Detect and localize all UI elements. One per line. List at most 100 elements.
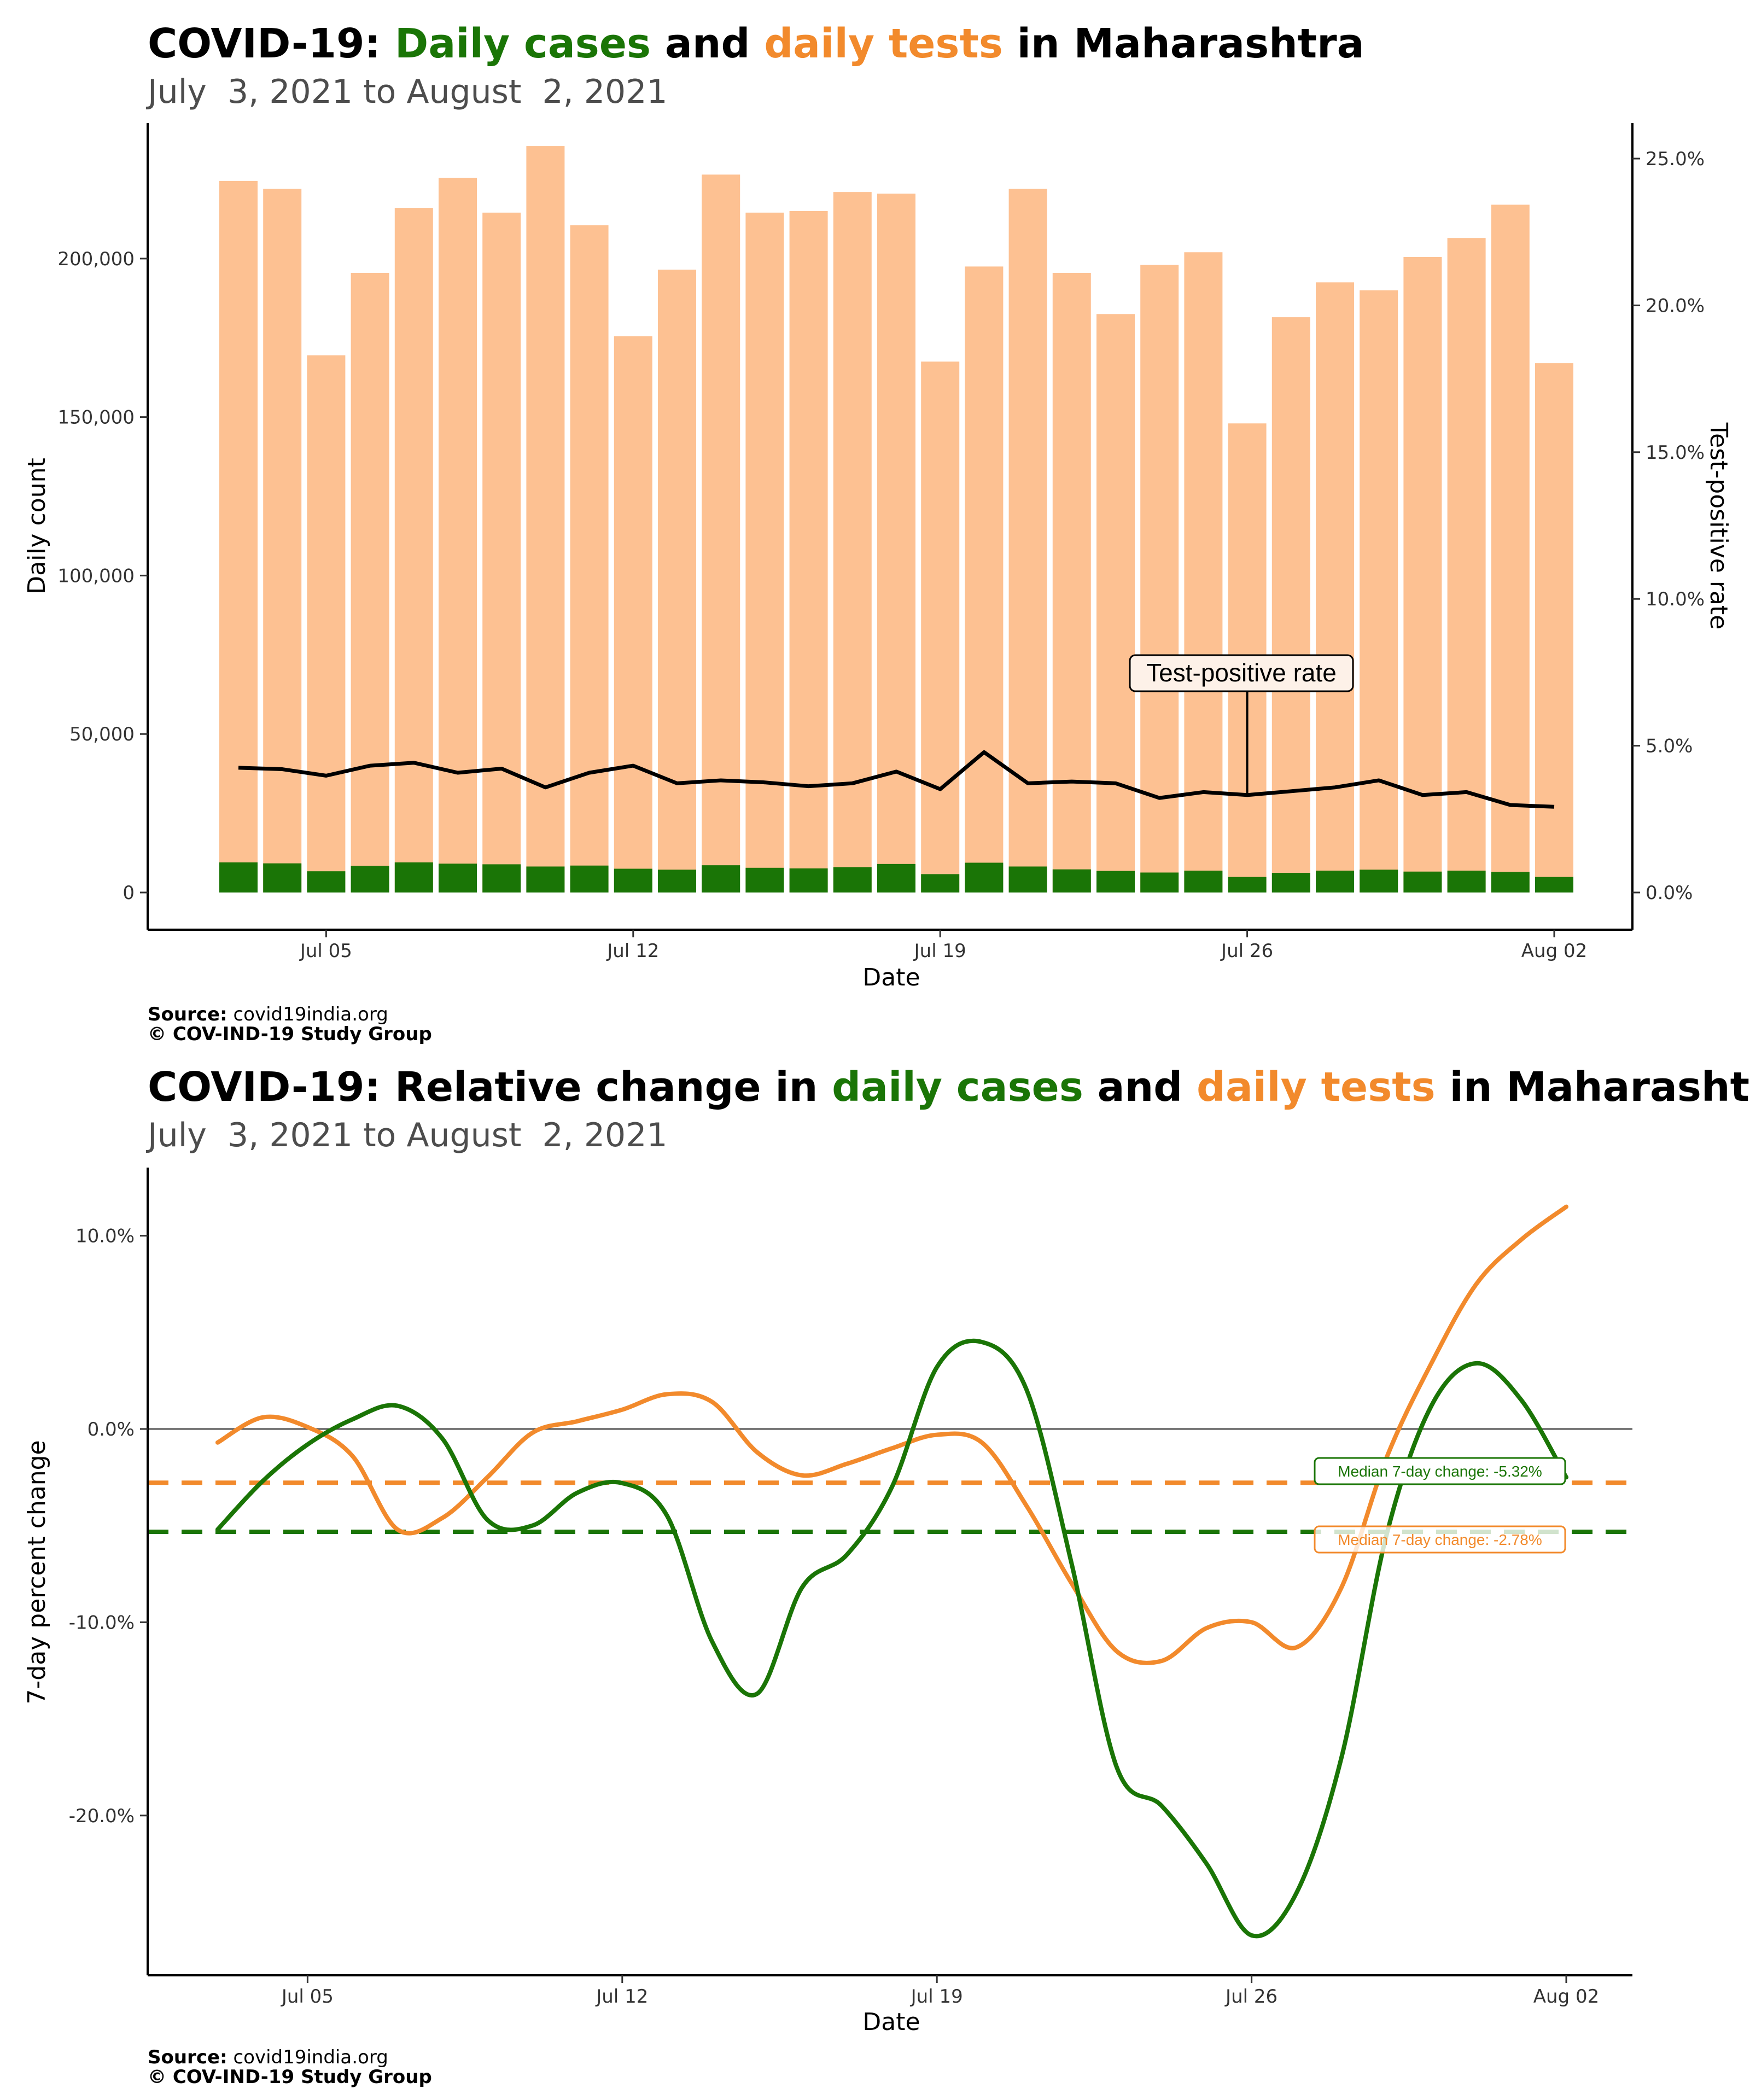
x-tick-label: Jul 12	[606, 940, 659, 962]
y2-tick-label: 25.0%	[1646, 148, 1705, 170]
tests-bar	[526, 146, 565, 892]
chart-1-title-suffix: in Maharashtra	[1003, 20, 1364, 67]
y-tick-label: 200,000	[57, 248, 135, 270]
cases-bar	[1360, 870, 1398, 892]
y-tick-label: 0	[122, 882, 135, 904]
tests-bar	[482, 212, 521, 893]
cases-change-line	[215, 1338, 1568, 1939]
chart-1-copyright: © COV-IND-19 Study Group	[148, 1023, 432, 1045]
tests-bar	[1447, 238, 1486, 892]
y2-tick-label: 5.0%	[1646, 736, 1693, 757]
chart-2-x-axis-title: Date	[862, 2008, 920, 2036]
cases-bar	[1491, 872, 1530, 892]
cases-bar	[394, 862, 433, 892]
x-tick-label: Jul 05	[299, 940, 352, 962]
cases-bar	[702, 865, 740, 892]
chart-1-annotation-label: Test-positive rate	[1146, 658, 1337, 687]
y-tick-label: 0.0%	[88, 1419, 135, 1440]
chart-1: COVID-19: Daily cases and daily tests in…	[23, 20, 1732, 1045]
tests-bar	[789, 211, 828, 892]
chart-2-x-ticks: Jul 05 Jul 12 Jul 19 Jul 26 Aug 02	[281, 1975, 1599, 2008]
tests-bar	[1096, 314, 1135, 892]
chart-1-title: COVID-19: Daily cases and daily tests in…	[148, 20, 1364, 67]
cases-bar	[1140, 872, 1179, 892]
chart-1-title-tests: daily tests	[764, 20, 1003, 67]
y2-tick-label: 10.0%	[1646, 588, 1705, 610]
chart-2-title-cases: daily cases	[832, 1064, 1083, 1111]
y-tick-label: -10.0%	[69, 1612, 135, 1634]
cases-bar	[1228, 877, 1267, 892]
tests-bar	[570, 225, 609, 893]
chart-1-annotation-box	[1129, 654, 1354, 692]
x-tick-label: Jul 12	[595, 1986, 648, 2008]
tests-bar	[877, 194, 915, 892]
tests-bar	[307, 355, 346, 892]
tests-bar	[263, 189, 302, 892]
cases-bar	[921, 874, 960, 892]
chart-2-copyright: © COV-IND-19 Study Group	[148, 2066, 432, 2088]
cases-bar	[1403, 871, 1442, 892]
chart-2-title: COVID-19: Relative change in daily cases…	[148, 1064, 1750, 1111]
chart-2-y-axis-title: 7-day percent change	[23, 1440, 51, 1704]
tests-bar	[1184, 252, 1223, 893]
cases-bar	[1184, 871, 1223, 892]
x-tick-label: Jul 19	[910, 1986, 963, 2008]
chart-1-source-text: covid19india.org	[228, 1004, 388, 1025]
y-tick-label: 100,000	[57, 565, 135, 587]
chart-1-y-ticks: 0 50,000 100,000 150,000 200,000	[57, 248, 148, 904]
y-tick-label: 10.0%	[75, 1226, 135, 1247]
chart-2-median-cases-label: Median 7-day change: -5.32%	[1314, 1457, 1566, 1485]
chart-1-title-prefix: COVID-19:	[148, 20, 395, 67]
chart-1-y-axis-title: Daily count	[23, 458, 51, 594]
chart-1-source-label: Source:	[148, 1004, 228, 1025]
cases-bar	[307, 871, 346, 892]
cases-bar	[745, 867, 784, 892]
cases-bar	[526, 866, 565, 892]
cases-bar	[1096, 871, 1135, 892]
median-tests-box	[1314, 1525, 1566, 1554]
test-positive-rate-line	[238, 750, 1555, 809]
y2-tick-label: 0.0%	[1646, 882, 1693, 904]
median-tests-text: Median 7-day change: -2.78%	[1338, 1531, 1542, 1548]
cases-bar	[1316, 871, 1354, 892]
chart-2-lines	[215, 1204, 1568, 1939]
tests-bar	[614, 336, 652, 892]
median-cases-box	[1314, 1457, 1566, 1485]
tests-bar	[965, 266, 1004, 892]
cases-bar	[219, 862, 258, 892]
cases-bar	[965, 862, 1004, 892]
cases-bar	[789, 868, 828, 892]
cases-bar	[833, 867, 872, 892]
tests-bar	[1491, 205, 1530, 893]
chart-2-title-prefix: COVID-19: Relative change in	[148, 1064, 832, 1111]
cases-bar	[439, 864, 477, 892]
tests-bar	[439, 178, 477, 892]
cases-bar	[263, 863, 302, 892]
chart-1-tpr-annotation: Test-positive rate	[1129, 654, 1354, 795]
cases-bar	[877, 864, 915, 892]
chart-2-source: Source: covid19india.org	[148, 2046, 388, 2068]
tests-bar	[1271, 317, 1310, 893]
cases-bar	[570, 865, 609, 892]
tests-bar	[394, 208, 433, 892]
tests-bar	[658, 270, 696, 892]
tests-change-line	[215, 1204, 1568, 1665]
chart-2-source-label: Source:	[148, 2046, 228, 2068]
tests-bar	[1052, 272, 1091, 893]
chart-1-title-cases: Daily cases	[395, 20, 651, 67]
tests-bar	[702, 174, 740, 893]
tests-bar	[351, 272, 389, 893]
x-tick-label: Jul 26	[1220, 940, 1273, 962]
chart-1-x-ticks: Jul 05 Jul 12 Jul 19 Jul 26 Aug 02	[299, 930, 1587, 962]
cases-bar	[1008, 866, 1047, 892]
chart-1-line-layer	[238, 750, 1555, 809]
chart-1-source: Source: covid19india.org	[148, 1004, 388, 1025]
chart-1-title-mid: and	[651, 20, 764, 67]
tests-bar	[219, 180, 258, 892]
chart-1-x-axis-title: Date	[862, 964, 920, 991]
y2-tick-label: 15.0%	[1646, 442, 1705, 464]
cases-bar	[1535, 877, 1573, 892]
x-tick-label: Jul 26	[1224, 1986, 1278, 2008]
chart-2: COVID-19: Relative change in daily cases…	[23, 1064, 1750, 2088]
